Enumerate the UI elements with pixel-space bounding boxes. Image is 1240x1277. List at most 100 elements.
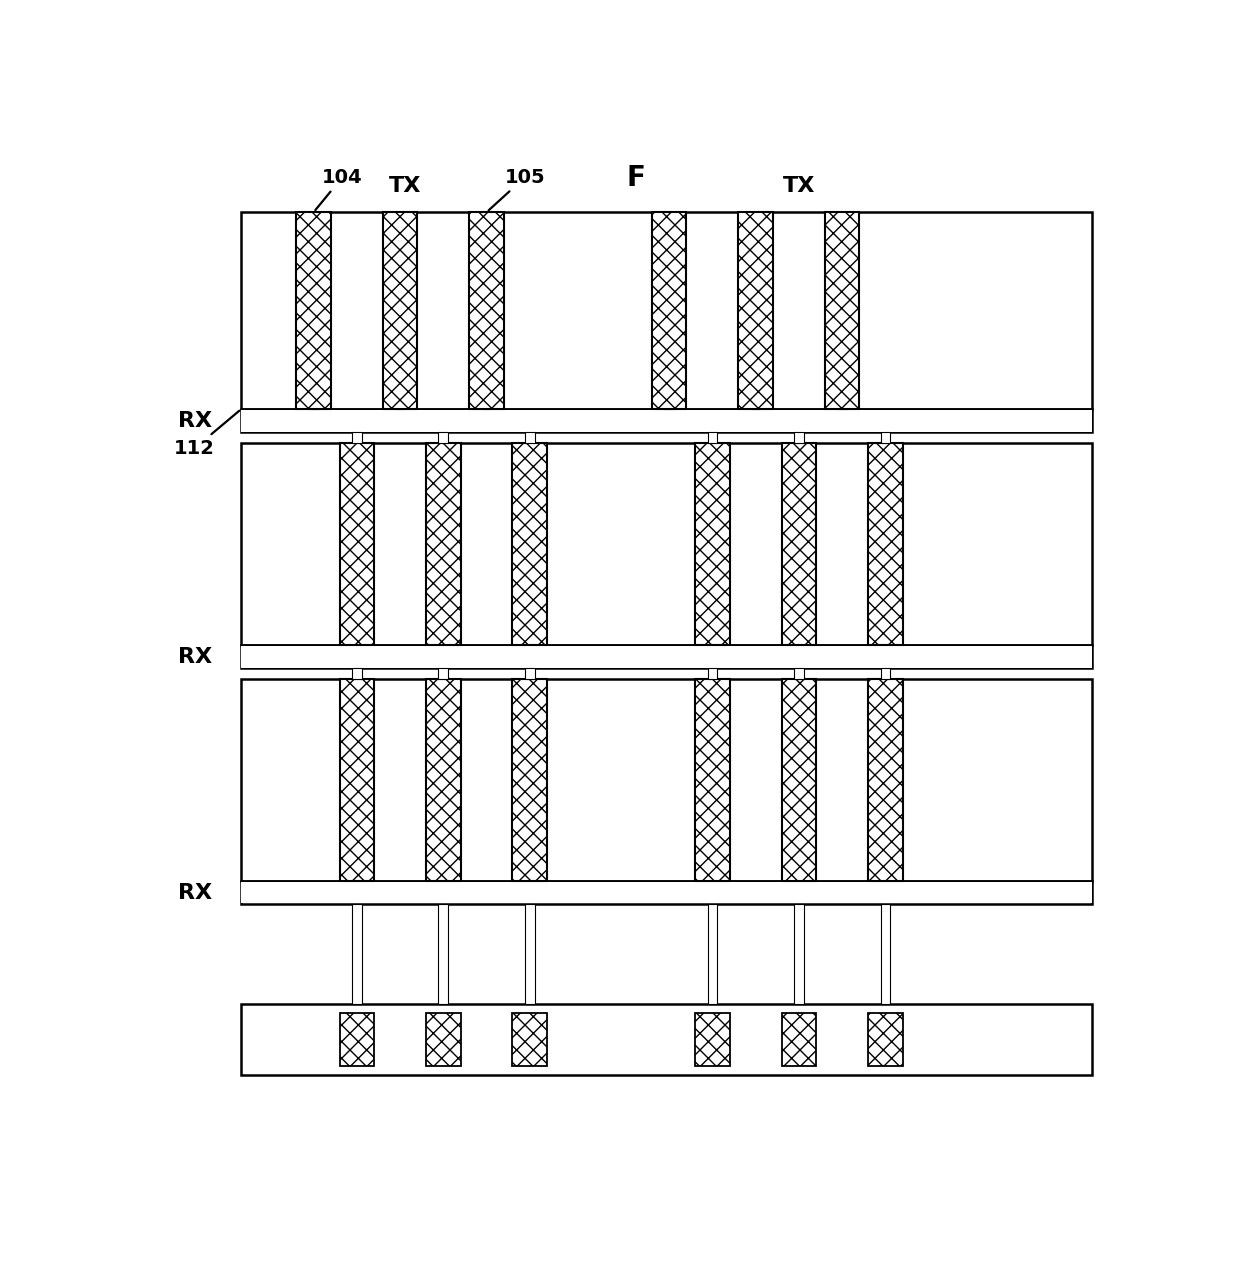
Bar bbox=[352, 904, 362, 1004]
Bar bbox=[1039, 410, 1056, 432]
Bar bbox=[794, 668, 804, 679]
Bar bbox=[950, 882, 968, 904]
Bar bbox=[1039, 646, 1056, 668]
Bar bbox=[454, 410, 472, 432]
Bar bbox=[879, 646, 897, 668]
Text: F: F bbox=[626, 163, 645, 192]
Bar bbox=[986, 646, 1003, 668]
Bar bbox=[794, 904, 804, 1004]
Bar bbox=[560, 646, 578, 668]
Bar bbox=[708, 904, 717, 1004]
Bar bbox=[312, 410, 330, 432]
Bar bbox=[1039, 882, 1056, 904]
Bar bbox=[791, 882, 808, 904]
Bar bbox=[366, 646, 383, 668]
Bar bbox=[915, 646, 932, 668]
Bar bbox=[277, 410, 295, 432]
Bar bbox=[242, 410, 259, 432]
Bar bbox=[631, 410, 649, 432]
Bar bbox=[684, 410, 702, 432]
Bar bbox=[986, 882, 1003, 904]
Bar bbox=[844, 410, 862, 432]
Bar bbox=[340, 679, 374, 881]
Bar bbox=[708, 668, 717, 679]
Bar bbox=[667, 410, 684, 432]
Bar bbox=[649, 410, 667, 432]
Bar bbox=[720, 646, 738, 668]
Bar bbox=[702, 410, 720, 432]
Bar bbox=[312, 646, 330, 668]
Bar bbox=[295, 410, 312, 432]
Bar bbox=[242, 882, 259, 904]
Bar bbox=[419, 882, 436, 904]
Bar bbox=[862, 882, 879, 904]
Bar bbox=[507, 882, 525, 904]
Bar bbox=[472, 646, 490, 668]
Bar bbox=[773, 646, 791, 668]
Bar bbox=[383, 410, 401, 432]
Bar bbox=[781, 679, 816, 881]
Bar bbox=[295, 646, 312, 668]
Bar bbox=[897, 882, 915, 904]
Bar bbox=[439, 668, 448, 679]
Text: 105: 105 bbox=[489, 167, 546, 211]
Bar bbox=[242, 679, 1092, 881]
Bar bbox=[791, 646, 808, 668]
Bar bbox=[897, 410, 915, 432]
Bar bbox=[525, 646, 543, 668]
Bar bbox=[296, 212, 331, 409]
Bar bbox=[684, 882, 702, 904]
Bar bbox=[879, 410, 897, 432]
Bar bbox=[825, 212, 859, 409]
Bar bbox=[897, 646, 915, 668]
Bar bbox=[242, 646, 259, 668]
Bar bbox=[1021, 882, 1039, 904]
Bar bbox=[862, 410, 879, 432]
Bar bbox=[419, 410, 436, 432]
Bar bbox=[401, 646, 419, 668]
Bar bbox=[738, 410, 755, 432]
Bar bbox=[490, 410, 507, 432]
Bar bbox=[242, 645, 1092, 668]
Bar bbox=[932, 410, 950, 432]
Bar bbox=[631, 646, 649, 668]
Bar bbox=[366, 410, 383, 432]
Bar bbox=[781, 443, 816, 645]
Bar bbox=[950, 410, 968, 432]
Bar bbox=[773, 410, 791, 432]
Bar bbox=[242, 409, 1092, 433]
Bar bbox=[277, 646, 295, 668]
Bar bbox=[1074, 646, 1092, 668]
Bar bbox=[427, 1013, 460, 1066]
Bar bbox=[472, 882, 490, 904]
Bar bbox=[755, 410, 773, 432]
Bar bbox=[1003, 882, 1021, 904]
Bar bbox=[1056, 882, 1074, 904]
Bar bbox=[347, 646, 366, 668]
Bar bbox=[596, 882, 614, 904]
Bar bbox=[738, 882, 755, 904]
Bar bbox=[826, 410, 844, 432]
Bar bbox=[1074, 410, 1092, 432]
Bar bbox=[436, 410, 454, 432]
Bar bbox=[781, 1013, 816, 1066]
Bar bbox=[419, 646, 436, 668]
Bar bbox=[1003, 410, 1021, 432]
Bar bbox=[427, 679, 460, 881]
Bar bbox=[330, 882, 347, 904]
Bar bbox=[578, 646, 596, 668]
Bar bbox=[295, 882, 312, 904]
Text: 104: 104 bbox=[315, 167, 363, 211]
Bar bbox=[773, 882, 791, 904]
Bar bbox=[366, 882, 383, 904]
Bar bbox=[525, 433, 534, 443]
Bar bbox=[543, 410, 560, 432]
Bar bbox=[862, 646, 879, 668]
Bar bbox=[596, 646, 614, 668]
Bar bbox=[490, 882, 507, 904]
Bar bbox=[242, 881, 1092, 904]
Bar bbox=[352, 668, 362, 679]
Bar bbox=[702, 646, 720, 668]
Bar bbox=[880, 668, 890, 679]
Bar bbox=[868, 679, 903, 881]
